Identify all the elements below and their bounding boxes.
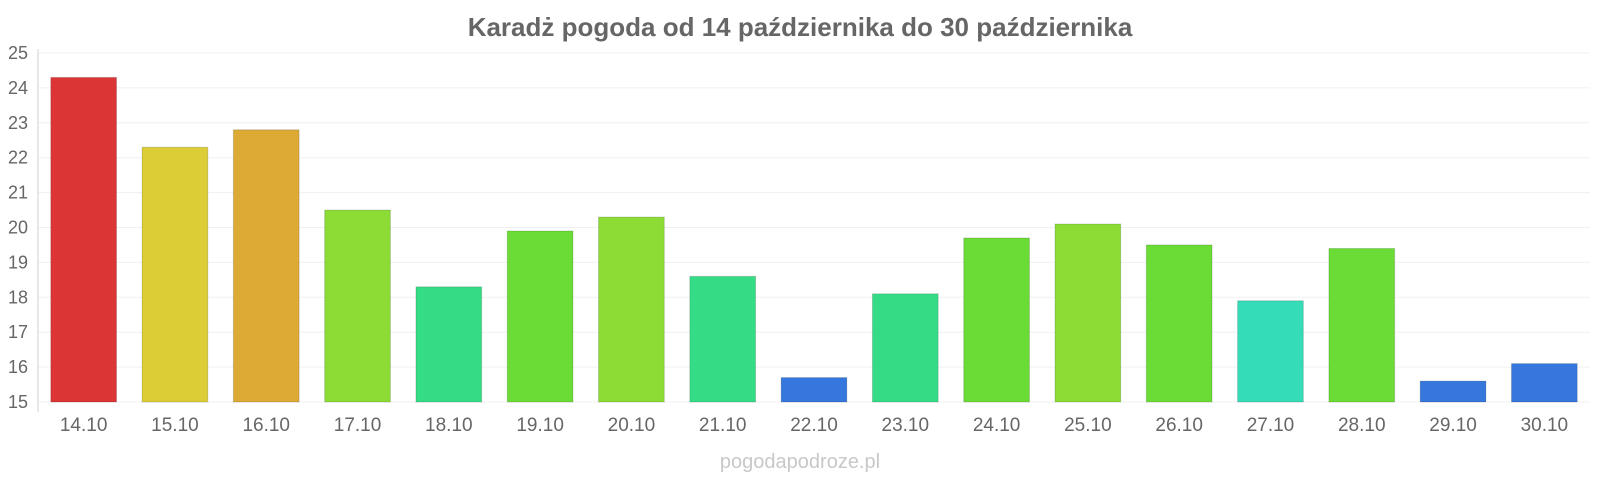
bar-21.10 — [689, 275, 757, 403]
x-tick-label-14.10: 14.10 — [60, 415, 108, 436]
x-tick-label-29.10: 29.10 — [1429, 415, 1477, 436]
x-tick-label-17.10: 17.10 — [334, 415, 382, 436]
x-tick-label-27.10: 27.10 — [1247, 415, 1295, 436]
x-tick-label-24.10: 24.10 — [973, 415, 1021, 436]
bar-27.10 — [1237, 300, 1304, 403]
bar-30.10 — [1510, 363, 1578, 403]
bar-16.10 — [232, 129, 300, 403]
y-axis: 15 16 17 18 19 20 21 22 23 24 25 — [8, 43, 39, 412]
y-tick-label-19: 19 — [8, 252, 28, 272]
bar-15.10 — [141, 146, 209, 403]
bar-14.10 — [50, 76, 118, 403]
y-tick-label-18: 18 — [8, 287, 28, 307]
y-tick-label-17: 17 — [8, 322, 28, 342]
x-tick-label-19.10: 19.10 — [516, 415, 564, 436]
bar-28.10 — [1328, 247, 1396, 403]
bar-29.10 — [1419, 380, 1487, 403]
x-tick-label-26.10: 26.10 — [1155, 415, 1203, 436]
bar-18.10 — [415, 286, 483, 403]
bar-26.10 — [1145, 244, 1213, 403]
y-tick-label-20: 20 — [8, 218, 28, 238]
bar-23.10 — [871, 293, 939, 403]
bar-19.10 — [506, 230, 574, 403]
y-tick-label-22: 22 — [8, 148, 28, 168]
y-tick-label-16: 16 — [8, 357, 28, 377]
x-tick-label-18.10: 18.10 — [425, 415, 473, 436]
x-tick-label-16.10: 16.10 — [242, 415, 290, 436]
x-tick-label-23.10: 23.10 — [882, 415, 930, 436]
bars — [50, 76, 1578, 403]
chart-title: Karadż pogoda od 14 października do 30 p… — [468, 12, 1133, 42]
x-tick-label-30.10: 30.10 — [1521, 415, 1569, 436]
x-tick-label-21.10: 21.10 — [699, 415, 747, 436]
bar-20.10 — [598, 216, 665, 403]
x-tick-label-22.10: 22.10 — [790, 415, 838, 436]
bar-25.10 — [1054, 223, 1122, 403]
x-tick-label-28.10: 28.10 — [1338, 415, 1386, 436]
y-tick-label-23: 23 — [8, 113, 28, 133]
x-axis-labels: 14.10 15.10 16.10 17.10 18.10 19.10 20.10 21.10… — [60, 415, 1568, 436]
bar-17.10 — [324, 209, 391, 403]
y-tick-label-25: 25 — [8, 43, 28, 63]
bar-24.10 — [963, 237, 1030, 403]
watermark: pogodapodroze.pl — [720, 451, 880, 473]
x-tick-label-15.10: 15.10 — [151, 415, 199, 436]
x-tick-label-25.10: 25.10 — [1064, 415, 1112, 436]
y-tick-label-15: 15 — [8, 392, 28, 412]
y-tick-label-24: 24 — [8, 78, 28, 98]
bar-22.10 — [780, 377, 848, 403]
y-tick-label-21: 21 — [8, 183, 28, 203]
x-tick-label-20.10: 20.10 — [608, 415, 656, 436]
